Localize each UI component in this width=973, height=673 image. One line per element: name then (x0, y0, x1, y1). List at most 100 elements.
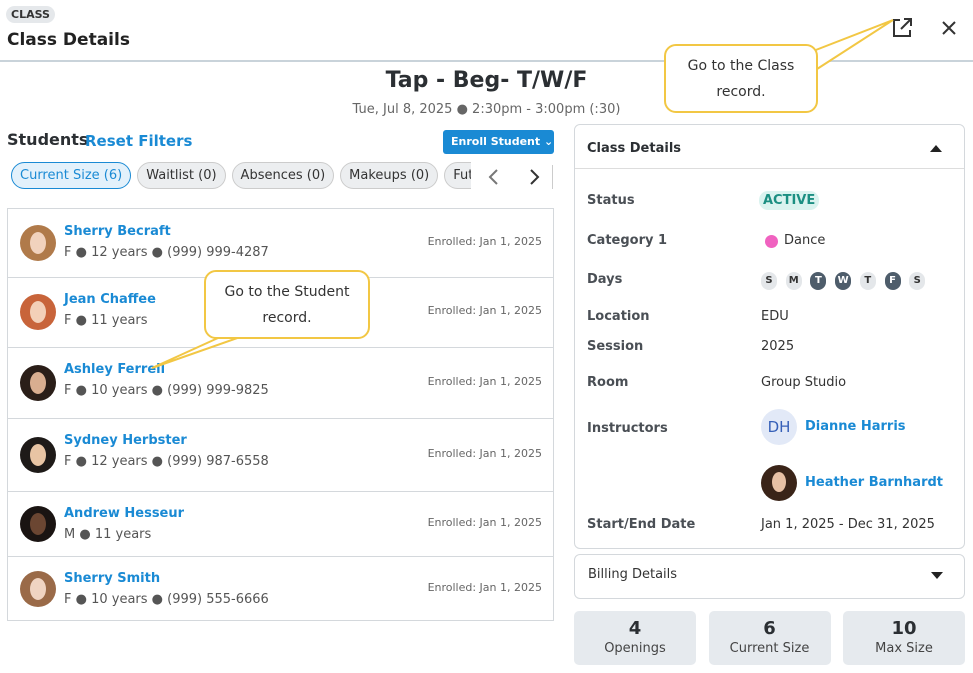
avatar (20, 505, 56, 542)
row-divider (8, 556, 553, 557)
day-chip: S (761, 272, 777, 290)
expand-icon (931, 572, 943, 579)
badge: CLASS (6, 6, 55, 23)
students-title: Students (7, 130, 89, 149)
collapse-icon[interactable] (929, 143, 943, 153)
filter-tab[interactable]: Current Size (6) (11, 162, 132, 189)
avatar-face (772, 472, 786, 492)
student-name[interactable]: Jean Chaffee (64, 292, 156, 307)
day-chip: M (785, 272, 802, 290)
student-name[interactable]: Sherry Becraft (64, 224, 171, 239)
avatar-face (30, 512, 46, 535)
student-details: F ● 10 years ● (999) 999-9825 (64, 383, 269, 398)
class-name: Tap - Beg- T/W/F (385, 68, 588, 93)
enrolled-date: Enrolled: Jan 1, 2025 (427, 446, 542, 460)
student-name[interactable]: Ashley Ferrell (64, 362, 166, 377)
enroll-button[interactable]: Enroll Student ⌄ (443, 130, 554, 154)
tabs: Current Size (6) Waitlist (0) Absences (0)… (11, 162, 471, 192)
detail-label: Category 1 (587, 233, 668, 248)
detail-label: Location (587, 309, 650, 324)
enrolled-date: Enrolled: Jan 1, 2025 (427, 581, 542, 594)
detail-value: Group Studio (761, 375, 847, 390)
class-schedule: Tue, Jul 8, 2025 ● 2:30pm - 3:00pm (:30) (352, 102, 621, 117)
divider (0, 60, 973, 62)
day-chip: F (884, 272, 901, 290)
detail-value: EDU (761, 309, 789, 324)
row-divider (8, 491, 553, 492)
avatar (20, 364, 56, 401)
avatar (20, 294, 56, 330)
enrolled-date: Enrolled: Jan 1, 2025 (427, 304, 542, 317)
stat-value: 10 (891, 618, 917, 639)
stat-card: 4 Openings (574, 611, 696, 665)
student-details: M ● 11 years (64, 527, 152, 542)
details-title: Class Details (587, 141, 682, 156)
row-divider (8, 347, 553, 348)
detail-value: Dance (784, 233, 826, 248)
divider (575, 168, 964, 169)
row-divider (8, 418, 553, 419)
page-title: Class Details (7, 30, 130, 50)
avatar-face (30, 371, 46, 394)
stat-card: 10 Max Size (843, 611, 965, 665)
enrolled-date: Enrolled: Jan 1, 2025 (427, 374, 542, 388)
day-chip: W (835, 272, 852, 290)
enrolled-date: Enrolled: Jan 1, 2025 (427, 235, 542, 248)
filter-tab[interactable]: Waitlist (0) (137, 162, 226, 189)
filter-tab[interactable]: Futu (444, 162, 471, 189)
billing-card[interactable]: Billing Details (574, 554, 965, 599)
detail-label: Room (587, 375, 629, 390)
stat-label: Current Size (729, 641, 810, 656)
avatar (20, 571, 56, 607)
avatar (20, 436, 56, 473)
student-name[interactable]: Sherry Smith (64, 571, 161, 586)
student-details: F ● 11 years (64, 313, 148, 328)
student-list: Sherry Becraft F ● 12 years ● (999) 999-4… (7, 208, 554, 621)
student-details: F ● 10 years ● (999) 555-6666 (64, 592, 269, 607)
tab-divider (552, 165, 553, 189)
day-chip: T (859, 272, 876, 290)
billing-title: Billing Details (588, 567, 678, 582)
detail-label: Start/End Date (587, 517, 696, 532)
stat-value: 6 (763, 618, 776, 639)
detail-value: Jan 1, 2025 - Dec 31, 2025 (761, 517, 935, 532)
day-chip: S (909, 272, 926, 290)
stat-label: Openings (604, 641, 666, 656)
detail-label: Days (587, 272, 623, 287)
detail-value: ACTIVE (759, 191, 820, 210)
avatar-face (30, 443, 46, 466)
details-card: Class Details Status ACTIVE Category 1 Danc… (574, 124, 965, 549)
category-dot (765, 235, 778, 248)
detail-value: 2025 (761, 339, 795, 354)
avatar-face (30, 578, 46, 600)
stat-label: Max Size (875, 641, 933, 656)
reset-filters[interactable]: Reset Filters (85, 132, 193, 150)
student-details: F ● 12 years ● (999) 987-6558 (64, 454, 269, 469)
open-external[interactable] (890, 16, 914, 40)
stat-value: 4 (628, 618, 642, 639)
instructor-name[interactable]: Heather Barnhardt (805, 475, 943, 490)
student-details: F ● 12 years ● (999) 999-4287 (64, 245, 269, 260)
student-name[interactable]: Sydney Herbster (64, 433, 187, 448)
detail-label: Session (587, 339, 644, 354)
filter-tab[interactable]: Makeups (0) (340, 162, 439, 189)
enrolled-date: Enrolled: Jan 1, 2025 (427, 515, 542, 529)
tab-arrows[interactable] (485, 167, 545, 187)
avatar-face (30, 301, 46, 323)
detail-label: Instructors (587, 421, 668, 436)
avatar-face (30, 232, 46, 254)
class-callout: Go to the Class record. (664, 44, 818, 113)
instructor-avatar (761, 465, 797, 501)
enroll-label: Enroll Student (451, 135, 541, 148)
avatar (20, 225, 56, 261)
student-name[interactable]: Andrew Hesseur (64, 506, 185, 521)
student-callout: Go to the Student record. (204, 270, 370, 339)
filter-tab[interactable]: Absences (0) (231, 162, 335, 189)
instructor-name[interactable]: Dianne Harris (805, 419, 906, 434)
close-button[interactable] (940, 19, 958, 37)
instructor-initials: DH (761, 409, 797, 445)
detail-label: Status (587, 193, 635, 208)
stat-card: 6 Current Size (708, 611, 831, 665)
